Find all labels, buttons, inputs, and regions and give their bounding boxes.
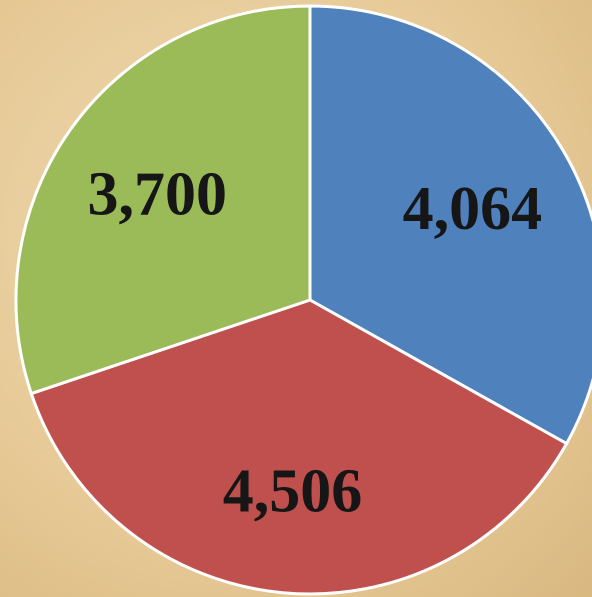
pie-slice xyxy=(14,4,312,396)
pie-slice xyxy=(308,4,592,446)
pie-slice xyxy=(29,298,569,596)
data-label: 4,506 xyxy=(223,458,363,526)
data-label: 4,064 xyxy=(403,175,543,243)
data-label: 3,700 xyxy=(87,160,227,228)
